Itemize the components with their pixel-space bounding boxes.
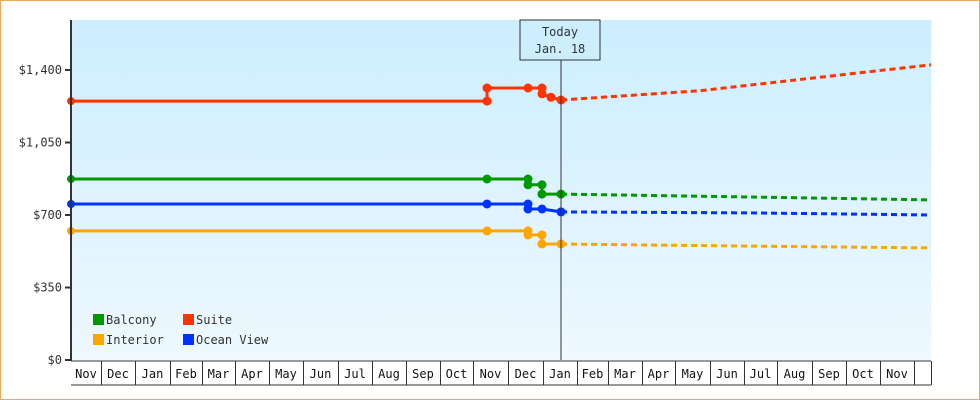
month-label: Dec — [107, 367, 129, 381]
legend: Balcony Suite Interior Ocean View — [93, 313, 269, 347]
legend-swatch — [183, 314, 194, 325]
data-point-marker[interactable] — [523, 230, 533, 240]
month-label: Sep — [412, 367, 434, 381]
month-label: Dec — [515, 367, 537, 381]
legend-swatch — [93, 314, 104, 325]
data-point-marker[interactable] — [482, 199, 492, 209]
month-label: Mar — [614, 367, 636, 381]
month-label: Aug — [784, 367, 806, 381]
month-label: Jan — [549, 367, 571, 381]
month-label: Jun — [716, 367, 738, 381]
legend-label: Balcony — [106, 313, 157, 327]
y-tick-label: $1,050 — [19, 136, 62, 150]
data-point-marker[interactable] — [537, 189, 547, 199]
data-point-marker[interactable] — [523, 83, 533, 93]
month-label: Feb — [582, 367, 604, 381]
month-label: Jan — [142, 367, 164, 381]
projected-line — [560, 210, 932, 217]
data-point-marker[interactable] — [537, 239, 547, 249]
month-label: Nov — [75, 367, 97, 381]
data-point-marker[interactable] — [523, 180, 533, 190]
y-tick-label: $0 — [48, 353, 62, 367]
data-point-marker[interactable] — [482, 226, 492, 236]
today-label-box — [519, 19, 601, 61]
x-axis: Nov Dec Jan Feb Mar Apr May Jun Jul Aug Sep Oct Nov D… — [71, 360, 932, 386]
data-point-marker[interactable] — [537, 204, 547, 214]
month-label: Mar — [208, 367, 230, 381]
today-label: Today — [542, 25, 578, 39]
series-interior — [67, 226, 932, 250]
legend-item-interior: Interior — [93, 333, 164, 347]
month-label: Nov — [886, 367, 908, 381]
month-label: Jun — [310, 367, 332, 381]
legend-item-balcony: Balcony — [93, 313, 157, 327]
month-label: Sep — [818, 367, 840, 381]
today-date: Jan. 18 — [535, 42, 586, 56]
month-label: May — [682, 367, 704, 381]
data-point-marker[interactable] — [537, 89, 547, 99]
series-suite — [67, 63, 932, 106]
series-layer — [67, 63, 932, 250]
month-label: Feb — [175, 367, 197, 381]
month-label: Apr — [241, 367, 263, 381]
y-tick-label: $1,400 — [19, 63, 62, 77]
month-label: Jul — [344, 367, 366, 381]
projected-line — [560, 192, 932, 202]
month-label: Oct — [446, 367, 468, 381]
legend-swatch — [183, 334, 194, 345]
today-marker: Today Jan. 18 — [519, 19, 601, 360]
legend-item-suite: Suite — [183, 313, 232, 327]
month-label: Nov — [480, 367, 502, 381]
data-point-marker[interactable] — [482, 174, 492, 184]
series-ocean-view — [67, 199, 932, 217]
month-label: Aug — [378, 367, 400, 381]
y-axis: $0 $350 $700 $1,050 $1,400 — [19, 20, 72, 367]
plot-area — [71, 20, 931, 360]
legend-item-ocean-view: Ocean View — [183, 333, 269, 347]
data-point-marker[interactable] — [546, 92, 556, 102]
y-tick-label: $700 — [33, 208, 62, 222]
month-label: Jul — [750, 367, 772, 381]
data-point-marker[interactable] — [537, 230, 547, 240]
month-label: May — [275, 367, 297, 381]
legend-swatch — [93, 334, 104, 345]
projected-line — [560, 63, 932, 102]
legend-label: Interior — [106, 333, 164, 347]
month-label: Oct — [852, 367, 874, 381]
data-point-marker[interactable] — [482, 96, 492, 106]
legend-label: Ocean View — [196, 333, 269, 347]
projected-line — [560, 242, 932, 250]
data-point-marker[interactable] — [523, 204, 533, 214]
data-point-marker[interactable] — [537, 180, 547, 190]
legend-label: Suite — [196, 313, 232, 327]
y-tick-label: $350 — [33, 281, 62, 295]
data-point-marker[interactable] — [482, 83, 492, 93]
month-label: Apr — [648, 367, 670, 381]
